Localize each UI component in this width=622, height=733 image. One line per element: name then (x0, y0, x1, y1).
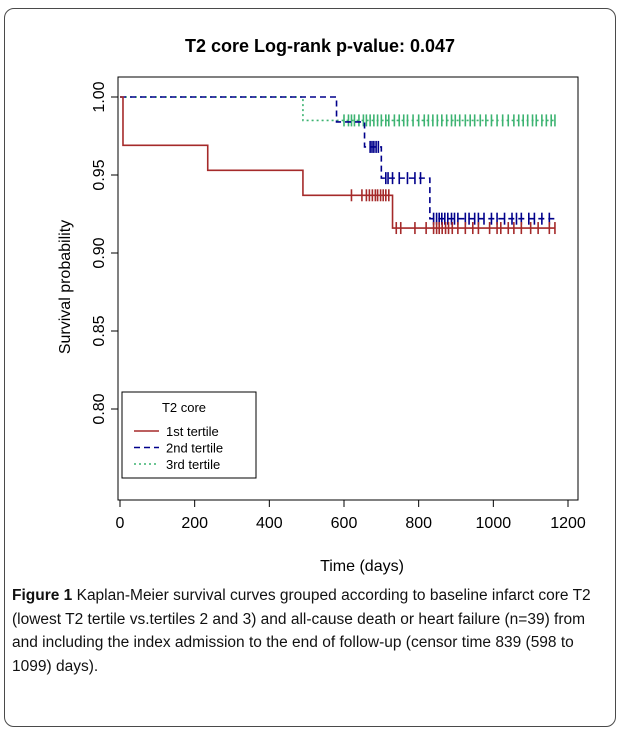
x-tick-label: 1000 (476, 515, 512, 532)
survival-curve (120, 96, 555, 220)
x-tick-label: 1200 (550, 515, 586, 532)
series-2 (120, 96, 555, 225)
x-tick-label: 0 (116, 515, 125, 532)
chart-title: T2 core Log-rank p-value: 0.047 (185, 36, 455, 56)
y-axis-label: Survival probability (57, 220, 74, 354)
figure-frame (4, 8, 616, 727)
series-1 (120, 96, 556, 235)
legend-title: T2 core (162, 400, 206, 415)
series-layer (120, 96, 556, 235)
figure-caption: Figure 1 Kaplan-Meier survival curves gr… (12, 584, 608, 678)
caption-label: Figure 1 (12, 587, 73, 604)
legend-label: 2nd tertile (166, 441, 223, 456)
legend-label: 1st tertile (166, 424, 219, 439)
x-tick-label: 800 (405, 515, 432, 532)
caption-text: Kaplan-Meier survival curves grouped acc… (12, 587, 591, 675)
y-tick-label: 0.80 (91, 393, 108, 424)
y-tick-label: 0.90 (91, 237, 108, 268)
y-tick-label: 1.00 (91, 81, 108, 112)
survival-curve (120, 96, 555, 122)
y-tick-label: 0.95 (91, 159, 108, 190)
y-tick-label: 0.85 (91, 315, 108, 346)
x-tick-label: 200 (181, 515, 208, 532)
axes: 0 200 400 600 800 1000 1200 0.80 0.85 0.90 0.95 1.0… (91, 76, 586, 532)
survival-curve (120, 96, 555, 229)
legend-label: 3rd tertile (166, 457, 220, 472)
x-tick-label: 400 (256, 515, 283, 532)
x-tick-label: 600 (331, 515, 358, 532)
x-axis-label: Time (days) (320, 558, 404, 575)
km-plot: T2 core Log-rank p-value: 0.047 0 200 400 6… (57, 36, 586, 575)
plot-box (117, 76, 579, 501)
